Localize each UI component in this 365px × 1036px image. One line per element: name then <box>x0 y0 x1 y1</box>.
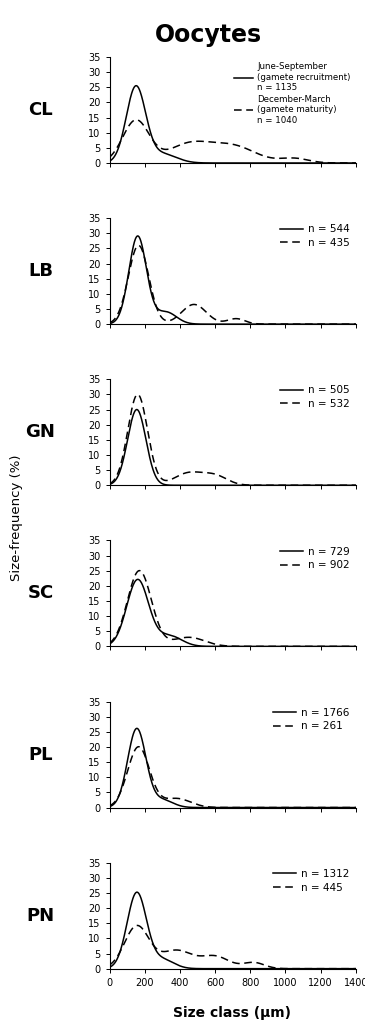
Text: PN: PN <box>26 906 55 925</box>
Text: Size-frequency (%): Size-frequency (%) <box>10 455 23 581</box>
Text: SC: SC <box>27 584 54 602</box>
Text: CL: CL <box>28 100 53 119</box>
Legend: n = 505, n = 532: n = 505, n = 532 <box>276 381 354 413</box>
Legend: n = 729, n = 902: n = 729, n = 902 <box>276 543 354 574</box>
Text: Oocytes: Oocytes <box>154 23 262 47</box>
Legend: n = 1766, n = 261: n = 1766, n = 261 <box>269 703 354 736</box>
Text: GN: GN <box>26 424 55 441</box>
Text: Size class (μm): Size class (μm) <box>173 1006 291 1020</box>
Legend: June-September
(gamete recruitment)
n = 1135, December-March
(gamete maturity)
n: June-September (gamete recruitment) n = … <box>231 59 354 128</box>
Legend: n = 1312, n = 445: n = 1312, n = 445 <box>269 865 354 897</box>
Text: LB: LB <box>28 262 53 280</box>
Legend: n = 544, n = 435: n = 544, n = 435 <box>276 221 354 252</box>
Text: PL: PL <box>28 746 53 764</box>
